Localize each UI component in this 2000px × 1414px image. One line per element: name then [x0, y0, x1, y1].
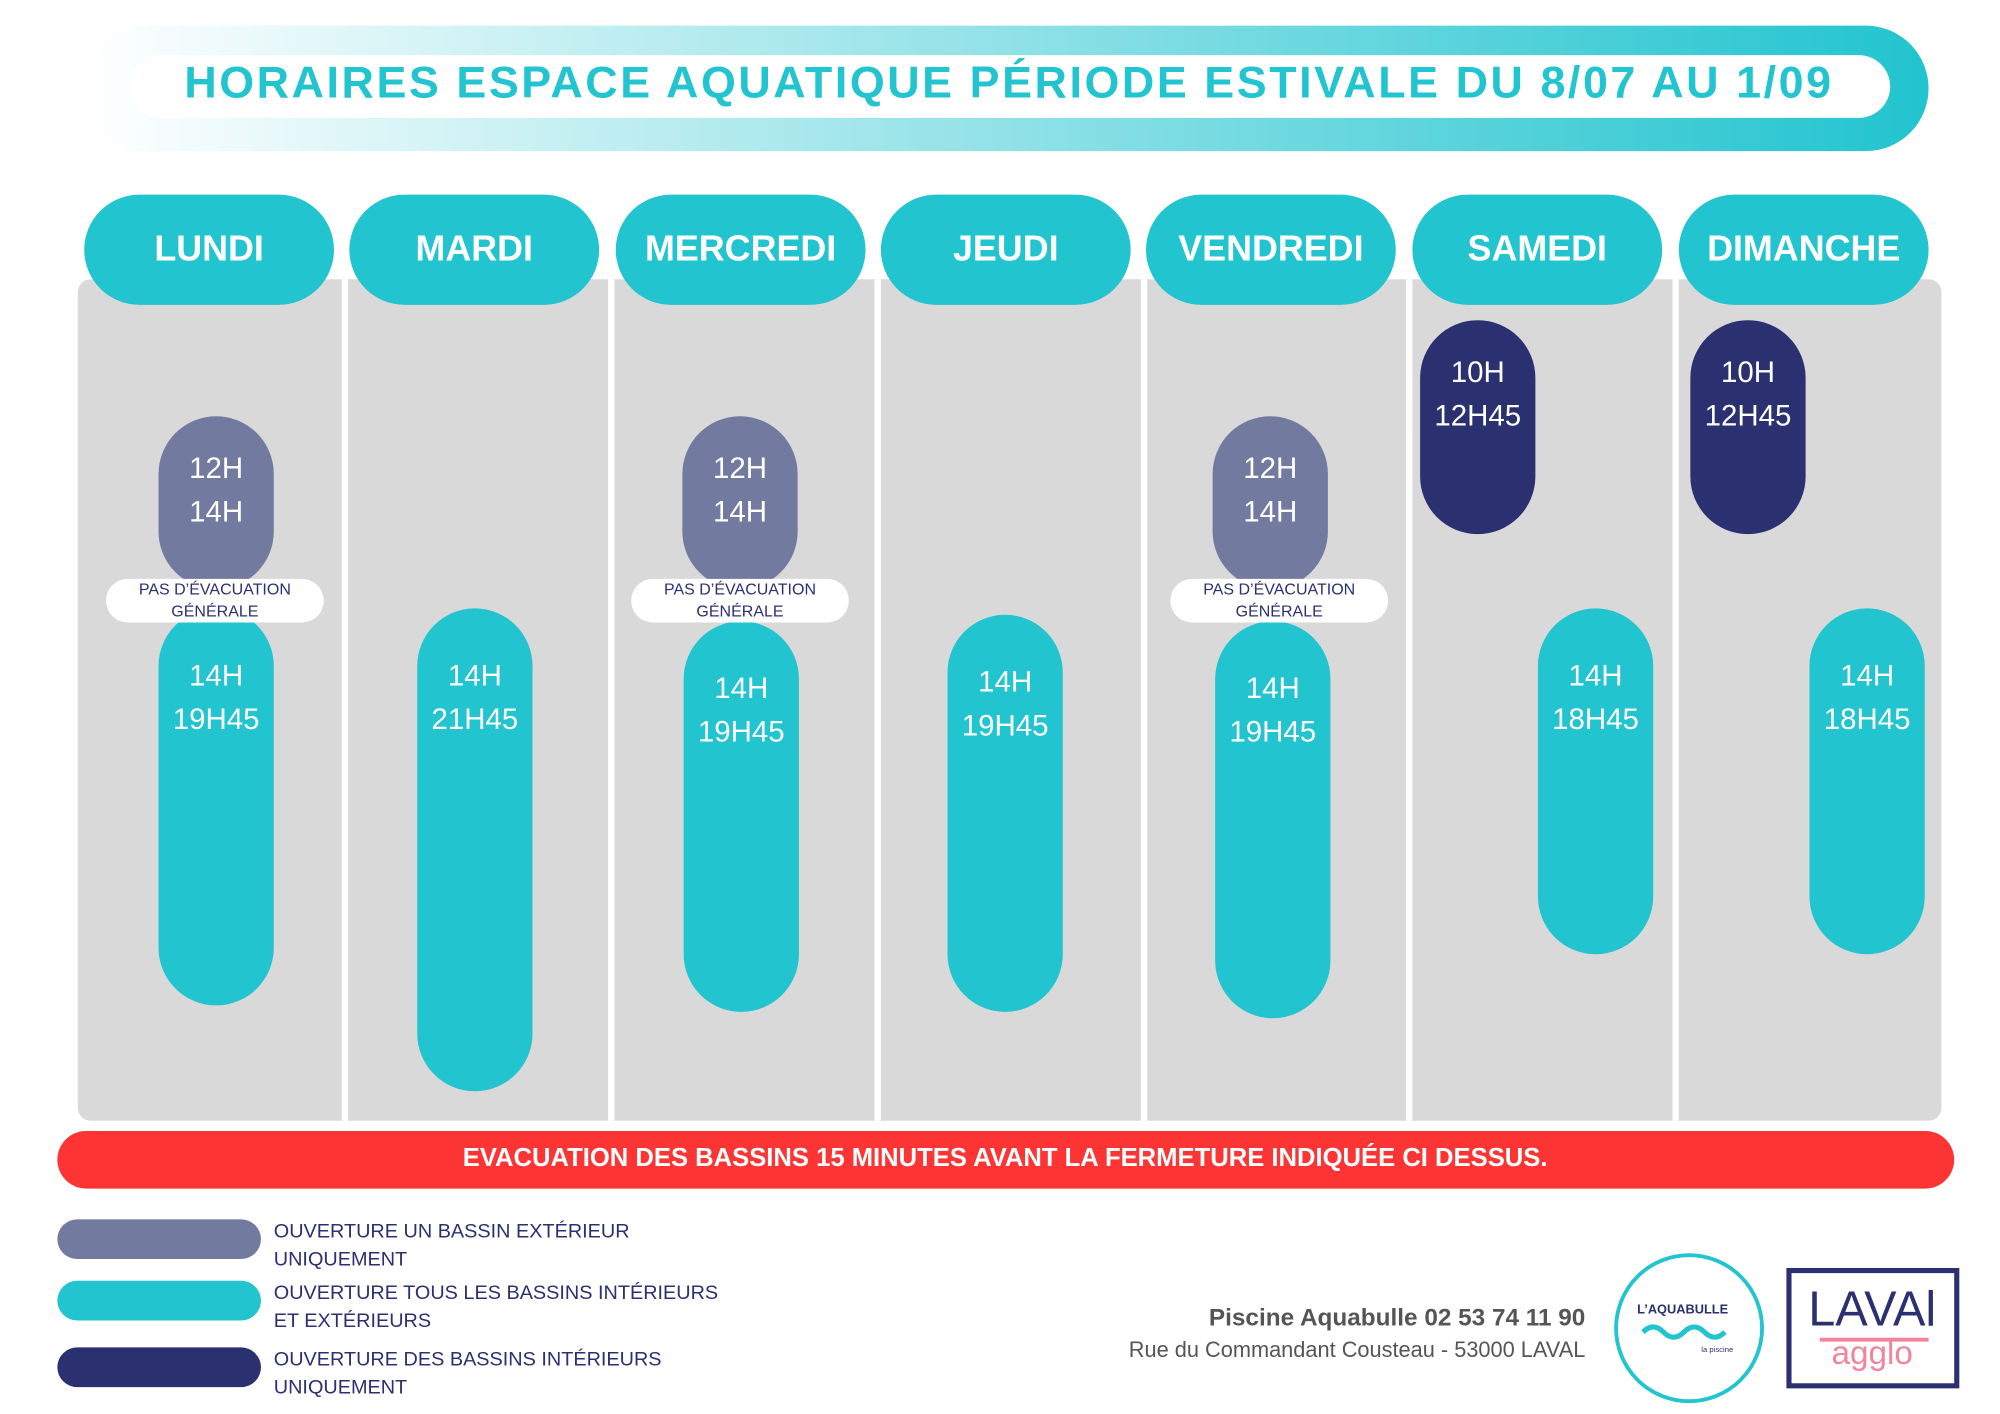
- day-header: [1146, 194, 1396, 305]
- day-header: [1412, 194, 1663, 305]
- day-header: [349, 194, 600, 305]
- column-separator: [341, 279, 349, 1121]
- time-slot: [1809, 608, 1925, 955]
- title: HORAIRES ESPACE AQUATIQUE PÉRIODE ESTIVA…: [184, 58, 1833, 108]
- time-slot: [1420, 320, 1536, 535]
- day-header: [1678, 194, 1929, 305]
- slot-start: 14H: [189, 659, 243, 692]
- legend-text: UNIQUEMENT: [274, 1249, 407, 1271]
- slot-start: 14H: [1840, 659, 1894, 692]
- laval-logo-text: LAVAl: [1808, 1283, 1936, 1337]
- time-slot: [682, 416, 798, 590]
- banner-text: EVACUATION DES BASSINS 15 MINUTES AVANT …: [463, 1143, 1548, 1172]
- slot-end: 19H45: [962, 709, 1049, 742]
- slot-end: 19H45: [698, 716, 785, 749]
- day-name: MERCREDI: [645, 229, 836, 269]
- time-slot: [1537, 608, 1654, 955]
- day-name: MARDI: [415, 229, 533, 269]
- time-slot: [158, 416, 274, 590]
- slot-end: 12H45: [1705, 399, 1792, 432]
- legend-text: OUVERTURE TOUS LES BASSINS INTÉRIEURS: [274, 1281, 718, 1304]
- slot-end: 18H45: [1824, 703, 1911, 736]
- slot-end: 19H45: [173, 703, 260, 736]
- day-header: [880, 194, 1131, 305]
- legend-swatch: [57, 1280, 261, 1321]
- day-name: SAMEDI: [1468, 229, 1607, 269]
- legend-text: ET EXTÉRIEURS: [274, 1309, 431, 1332]
- day-name: VENDREDI: [1178, 229, 1363, 269]
- slot-end: 12H45: [1434, 399, 1521, 432]
- slot-start: 12H: [189, 452, 243, 485]
- agglo-logo-text: agglo: [1831, 1335, 1912, 1372]
- aquabulle-wave: [1641, 1324, 1727, 1340]
- time-slot: [1212, 416, 1328, 590]
- slot-start: 14H: [1246, 672, 1300, 705]
- contact-address: Rue du Commandant Cousteau - 53000 LAVAL: [1129, 1337, 1586, 1362]
- note-text: GÉNÉRALE: [171, 601, 258, 620]
- day-name: JEUDI: [953, 229, 1059, 269]
- column-separator: [1406, 279, 1413, 1121]
- laval-logo: [1786, 1267, 1960, 1389]
- contact-name: Piscine Aquabulle 02 53 74 11 90: [1209, 1305, 1585, 1332]
- title-pill: [129, 55, 1891, 118]
- day-header: [84, 194, 334, 305]
- day-name: LUNDI: [154, 229, 264, 269]
- slot-start: 10H: [1721, 356, 1775, 389]
- slot-start: 10H: [1451, 356, 1505, 389]
- slot-end: 14H: [189, 495, 243, 528]
- slot-start: 12H: [1243, 452, 1297, 485]
- column-separator: [1672, 279, 1679, 1121]
- note-text: PAS D’ÉVACUATION: [1203, 580, 1355, 599]
- slot-start: 14H: [978, 666, 1032, 699]
- note-pill: [1170, 578, 1389, 623]
- legend-swatch: [57, 1219, 261, 1260]
- slot-end: 14H: [713, 495, 767, 528]
- day-header: [615, 194, 866, 305]
- note-text: PAS D’ÉVACUATION: [139, 580, 291, 599]
- legend-swatch: [57, 1347, 261, 1388]
- column-separator: [608, 279, 615, 1121]
- time-slot: [1690, 320, 1806, 535]
- legend-text: OUVERTURE UN BASSIN EXTÉRIEUR: [274, 1219, 630, 1242]
- legend-text: UNIQUEMENT: [274, 1377, 407, 1399]
- slot-end: 18H45: [1552, 703, 1639, 736]
- note-pill: [631, 578, 849, 623]
- aquabulle-logo-text: L’AQUABULLE: [1637, 1302, 1728, 1317]
- note-text: GÉNÉRALE: [1236, 601, 1323, 620]
- slot-start: 14H: [714, 672, 768, 705]
- slot-start: 12H: [713, 452, 767, 485]
- time-slot: [683, 621, 799, 1012]
- slot-end: 14H: [1243, 495, 1297, 528]
- slot-end: 21H45: [431, 703, 518, 736]
- time-slot: [417, 608, 533, 1092]
- banner: [57, 1130, 1955, 1189]
- note-pill: [106, 578, 324, 623]
- time-slot: [947, 614, 1063, 1012]
- note-text: PAS D’ÉVACUATION: [664, 580, 816, 599]
- legend-text: OUVERTURE DES BASSINS INTÉRIEURS: [274, 1347, 662, 1370]
- column-separator: [1140, 279, 1148, 1121]
- aquabulle-logo-sub: la piscine: [1701, 1345, 1733, 1354]
- time-slot: [1215, 621, 1331, 1019]
- slot-start: 14H: [448, 659, 502, 692]
- note-text: GÉNÉRALE: [696, 601, 783, 620]
- slot-start: 14H: [1569, 659, 1623, 692]
- day-name: DIMANCHE: [1707, 229, 1900, 269]
- column-separator: [874, 279, 881, 1121]
- slot-end: 19H45: [1229, 716, 1316, 749]
- time-slot: [158, 608, 274, 1006]
